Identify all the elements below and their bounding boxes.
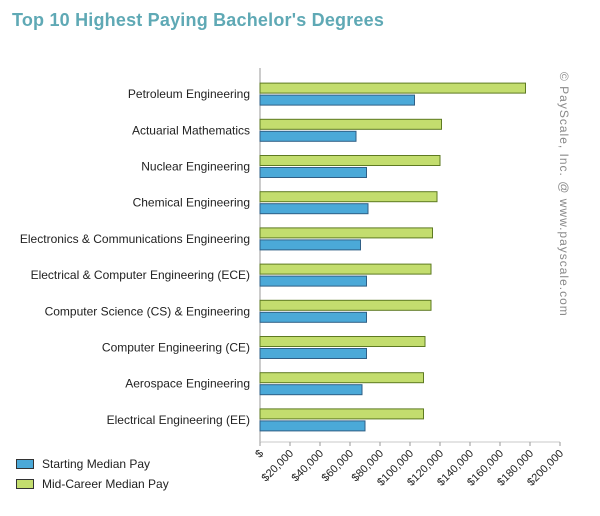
category-label: Electrical Engineering (EE) [107,413,250,427]
bar-midcareer [259,227,433,239]
bar-starting [259,420,366,432]
x-tick-label: $ [253,448,266,461]
category-label: Computer Science (CS) & Engineering [45,304,250,318]
bar-starting [259,384,363,396]
category-label: Electronics & Communications Engineering [20,232,250,246]
x-tick-label: $40,000 [290,448,327,485]
x-tick-label: $60,000 [320,448,357,485]
bar-starting [259,275,367,287]
category-label: Nuclear Engineering [141,160,250,174]
bar-midcareer [259,408,424,420]
bar-midcareer [259,299,432,311]
category-label: Electrical & Computer Engineering (ECE) [31,268,250,282]
x-tick-label: $20,000 [260,448,297,485]
legend-swatch-starting [16,459,34,469]
legend: Starting Median Pay Mid-Career Median Pa… [16,454,169,494]
legend-item-starting: Starting Median Pay [16,454,169,474]
bar-starting [259,130,357,142]
legend-swatch-midcareer [16,479,34,489]
bar-midcareer [259,263,432,275]
bar-midcareer [259,155,441,166]
bar-midcareer [259,82,526,94]
bar-starting [259,203,369,215]
bar-midcareer [259,191,438,203]
legend-item-midcareer: Mid-Career Median Pay [16,474,169,494]
bar-starting [259,167,367,178]
bar-midcareer [259,118,442,130]
category-label: Chemical Engineering [133,196,250,210]
bar-midcareer [259,336,426,347]
bar-starting [259,348,367,359]
bar-starting [259,239,361,251]
category-label: Actuarial Mathematics [132,123,250,137]
bar-midcareer [259,372,424,384]
chart-title: Top 10 Highest Paying Bachelor's Degrees [12,10,385,30]
category-label: Computer Engineering (CE) [102,341,250,355]
legend-label-midcareer: Mid-Career Median Pay [42,477,169,491]
bar-starting [259,311,367,323]
category-label: Petroleum Engineering [128,87,250,101]
plot-area: Petroleum Engineering Actuarial Mathemati… [20,68,566,489]
bar-starting [259,94,415,106]
watermark: © PayScale, Inc. @ www.payscale.com [557,72,571,317]
category-label: Aerospace Engineering [125,377,250,391]
legend-label-starting: Starting Median Pay [42,457,151,471]
